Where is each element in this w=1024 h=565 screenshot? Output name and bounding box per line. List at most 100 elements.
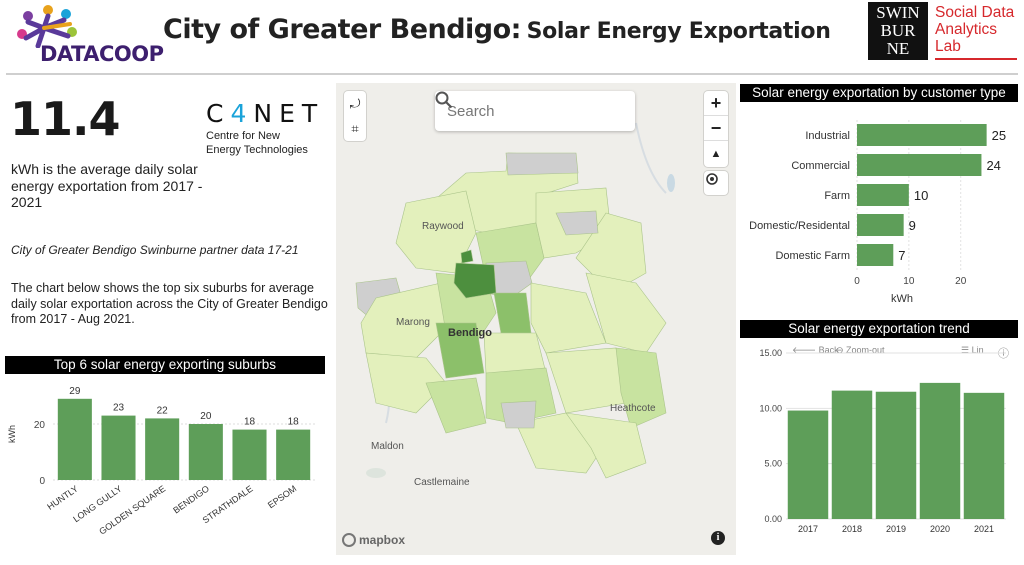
data-label: 10 bbox=[914, 188, 928, 203]
bar bbox=[857, 184, 909, 206]
y-tick-label: Domestic Farm bbox=[775, 250, 850, 262]
map-region bbox=[460, 249, 474, 264]
zoom-out-label: Zoom-out bbox=[846, 345, 885, 355]
chart-description: The chart below shows the top six suburb… bbox=[11, 281, 328, 326]
data-label: 9 bbox=[909, 218, 916, 233]
bar bbox=[101, 415, 136, 480]
sdal-logo: Social Data Analytics Lab bbox=[935, 4, 1014, 55]
c4net-logo-word: C4NET bbox=[206, 100, 331, 128]
x-tick-label: BENDIGO bbox=[171, 483, 211, 515]
map-region bbox=[615, 347, 667, 429]
map-search-placeholder: Search bbox=[447, 102, 495, 120]
mapbox-text: mapbox bbox=[359, 533, 406, 547]
data-label: 18 bbox=[244, 417, 256, 428]
bar bbox=[857, 154, 982, 176]
trend-info-icon[interactable]: ⓘ bbox=[998, 348, 1009, 360]
data-label: 23 bbox=[113, 403, 125, 414]
locate-button[interactable] bbox=[704, 171, 728, 195]
data-label: 7 bbox=[898, 248, 905, 263]
c4net-logo-net: NET bbox=[253, 99, 325, 128]
lin-button[interactable]: ☰ Lin bbox=[961, 345, 984, 356]
map-label-marong: Marong bbox=[396, 317, 430, 328]
datacoop-logo: DATACOOP bbox=[14, 4, 164, 66]
c4net-logo-c: C bbox=[206, 99, 231, 128]
map-lake bbox=[667, 174, 675, 192]
lin-scale-icon: ☰ bbox=[961, 345, 972, 355]
map-region bbox=[453, 262, 497, 299]
trend-chart-title: Solar energy exportation trend bbox=[740, 320, 1018, 338]
datacoop-logo-text: DATACOOP bbox=[40, 42, 164, 66]
bar bbox=[875, 391, 917, 519]
lin-label: Lin bbox=[971, 345, 984, 355]
bar bbox=[188, 424, 223, 480]
x-tick-label: 20 bbox=[955, 276, 967, 287]
zoom-out-button[interactable]: ⊖ Zoom-out bbox=[836, 345, 885, 356]
back-button[interactable]: 🡐 Back bbox=[792, 345, 839, 356]
customer-chart-title: Solar energy exportation by customer typ… bbox=[740, 84, 1018, 102]
y-tick-label: Commercial bbox=[791, 160, 850, 172]
data-label: 20 bbox=[200, 411, 212, 422]
map-region bbox=[555, 210, 599, 236]
map[interactable]: ⤾ ⌗ Search + − ▲ Raywood Marong Bendigo … bbox=[336, 83, 736, 555]
map-canvas[interactable] bbox=[336, 83, 736, 555]
c4net-logo-four: 4 bbox=[230, 99, 254, 128]
zoom-out-icon: ⊖ bbox=[836, 345, 847, 355]
trend-bar-chart: 0.00 5.00 10.00 15.00 2017 2018 2019 2020 2021 bbox=[759, 348, 1006, 534]
swinburne-logo: SWIN BUR NE bbox=[868, 2, 928, 60]
bar bbox=[57, 398, 92, 480]
sdal-logo-line: Social Data bbox=[935, 4, 1015, 21]
map-region bbox=[500, 400, 537, 429]
suburbs-chart-title: Top 6 solar energy exporting suburbs bbox=[5, 356, 325, 374]
data-label: 18 bbox=[288, 417, 300, 428]
customer-type-bar-chart: 0 10 20 kWh Industrial 25 Commercial 24 Farm 10 Do… bbox=[749, 120, 1006, 305]
x-tick-label: 2021 bbox=[974, 524, 994, 534]
compass-button[interactable]: ▲ bbox=[710, 147, 722, 160]
zoom-in-button[interactable]: + bbox=[704, 91, 728, 116]
y-tick-label: 5.00 bbox=[764, 459, 782, 469]
bar bbox=[145, 418, 180, 480]
back-arrow-icon: 🡐 bbox=[792, 345, 819, 355]
c4net-subtitle-line: Centre for New bbox=[206, 130, 280, 142]
zoom-out-button[interactable]: − bbox=[704, 116, 728, 141]
sdal-logo-underline bbox=[935, 58, 1017, 60]
bar bbox=[232, 429, 267, 480]
sdal-logo-line: Analytics bbox=[935, 21, 998, 38]
data-label: 22 bbox=[157, 405, 169, 416]
map-search-box[interactable]: Search bbox=[435, 91, 635, 131]
map-region bbox=[435, 322, 485, 379]
y-tick-label: Farm bbox=[824, 190, 850, 202]
y-tick-label: Domestic/Residental bbox=[749, 220, 850, 232]
rect-select-icon[interactable]: ⌗ bbox=[351, 120, 359, 136]
mapbox-logo[interactable]: mapbox bbox=[342, 533, 405, 547]
data-label: 29 bbox=[69, 386, 81, 397]
data-label: 24 bbox=[986, 158, 1000, 173]
map-region bbox=[545, 347, 627, 414]
y-tick-label: 0 bbox=[39, 476, 45, 487]
y-tick-label: 10.00 bbox=[759, 403, 782, 413]
bar bbox=[919, 382, 961, 519]
map-feature bbox=[366, 468, 386, 478]
y-tick-label: 15.00 bbox=[759, 348, 782, 358]
mapbox-icon bbox=[342, 533, 356, 547]
bar bbox=[276, 429, 311, 480]
locate-icon bbox=[706, 173, 718, 185]
x-tick-label: EPSOM bbox=[266, 483, 298, 510]
map-label-raywood: Raywood bbox=[422, 221, 464, 232]
map-region bbox=[585, 272, 667, 354]
map-label-heathcote: Heathcote bbox=[610, 403, 656, 414]
map-region bbox=[530, 282, 607, 354]
y-tick-label: 20 bbox=[34, 420, 46, 431]
x-tick-label: 2017 bbox=[798, 524, 818, 534]
lasso-select-icon[interactable]: ⤾ bbox=[349, 95, 361, 111]
x-tick-label: 2020 bbox=[930, 524, 950, 534]
x-tick-label: HUNTLY bbox=[45, 483, 80, 511]
map-region bbox=[425, 377, 487, 434]
header-divider bbox=[6, 73, 1018, 75]
header: DATACOOP City of Greater Bendigo: Solar … bbox=[0, 0, 1024, 74]
data-label: 25 bbox=[992, 128, 1006, 143]
x-tick-label: 2018 bbox=[842, 524, 862, 534]
info-icon[interactable]: i bbox=[711, 531, 725, 545]
source-note: City of Greater Bendigo Swinburne partne… bbox=[11, 243, 299, 257]
bar bbox=[831, 390, 873, 519]
